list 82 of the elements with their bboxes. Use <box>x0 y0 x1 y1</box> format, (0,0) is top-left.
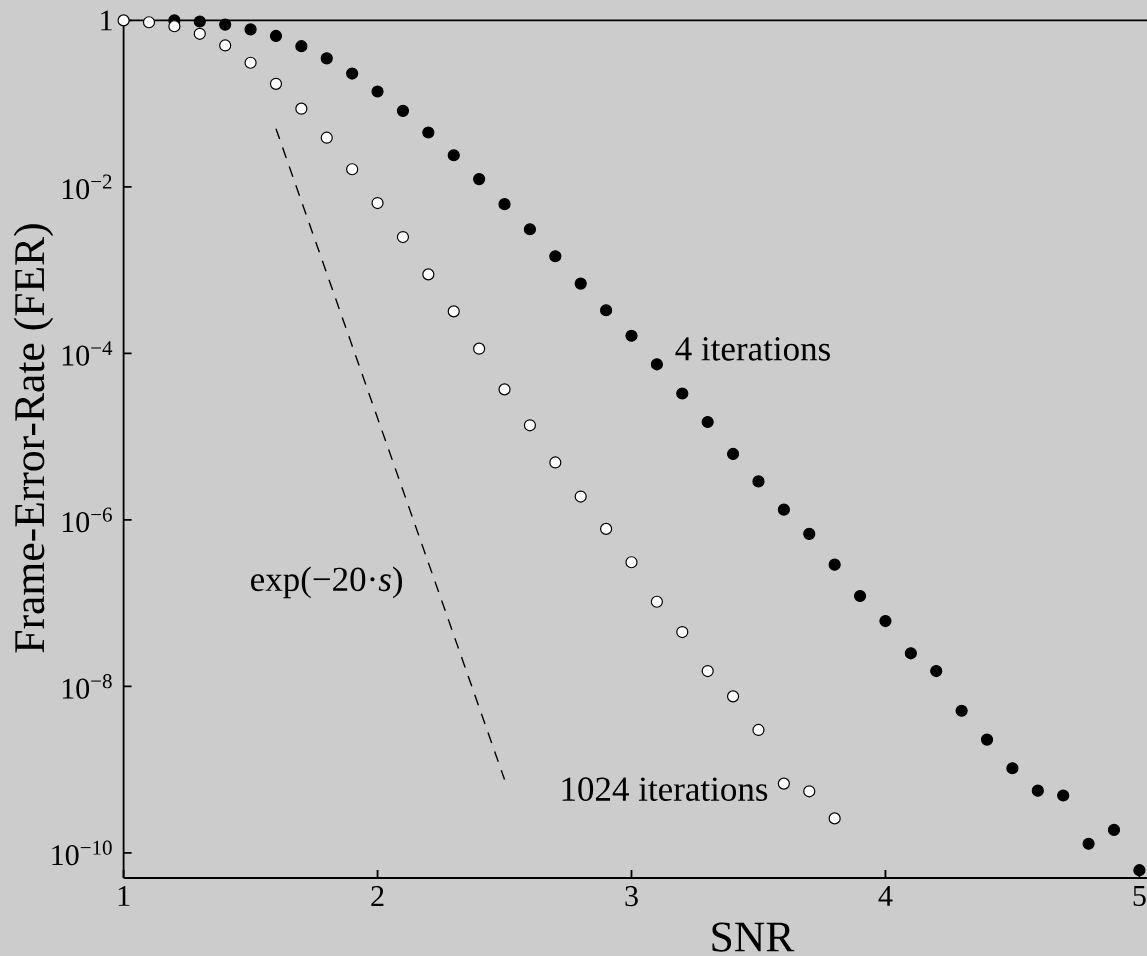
x-tick-label: 1 <box>118 886 130 906</box>
point <box>473 342 486 355</box>
point <box>1082 837 1095 850</box>
point <box>625 556 638 569</box>
y-axis-title: Frame-Error-Rate (FER) <box>13 224 54 653</box>
y-tick-label: 10$^{−8}$ <box>62 674 112 699</box>
point <box>117 14 130 27</box>
point <box>498 198 511 211</box>
point <box>473 173 486 186</box>
point <box>523 419 537 432</box>
point <box>168 20 181 33</box>
point <box>650 358 663 371</box>
point <box>346 67 359 80</box>
point <box>726 690 740 703</box>
point <box>853 589 867 603</box>
point <box>142 16 156 29</box>
point <box>701 415 714 429</box>
point <box>600 304 613 317</box>
point <box>777 777 790 790</box>
point <box>549 250 562 263</box>
point <box>244 23 257 36</box>
point <box>396 104 410 117</box>
x-axis-title: SNR <box>712 922 795 952</box>
point <box>549 456 562 469</box>
series-label: 4 iterations <box>675 337 830 361</box>
point <box>1006 762 1019 775</box>
point <box>295 40 308 53</box>
point <box>422 126 435 139</box>
point <box>269 29 283 43</box>
point <box>1031 784 1044 797</box>
point <box>600 522 613 536</box>
point <box>650 595 663 608</box>
point <box>701 664 714 678</box>
point <box>904 647 917 660</box>
point <box>219 39 232 52</box>
point <box>828 558 841 571</box>
point <box>676 625 689 639</box>
y-tick-label: 10$^{−6}$ <box>62 507 112 533</box>
point <box>752 723 765 737</box>
point <box>726 447 740 461</box>
y-tick-label: 1 <box>101 10 112 31</box>
point <box>777 503 790 516</box>
point <box>523 223 537 236</box>
point <box>422 268 435 281</box>
x-tick-label: 3 <box>625 886 638 907</box>
point <box>219 18 232 31</box>
point <box>396 230 410 244</box>
point <box>930 664 943 678</box>
point <box>371 196 384 210</box>
y-tick-label: 10$^{−10}$ <box>52 840 112 866</box>
point <box>498 383 511 396</box>
point <box>193 15 206 28</box>
point <box>955 704 968 717</box>
x-tick-label: 2 <box>371 886 384 906</box>
point <box>193 27 206 40</box>
point <box>320 131 333 144</box>
point <box>346 163 359 176</box>
point <box>269 77 283 90</box>
point <box>676 387 689 400</box>
y-tick-label: 10$^{−2}$ <box>62 174 112 200</box>
x-tick-label: 4 <box>878 886 893 906</box>
point <box>447 305 460 318</box>
point <box>980 733 994 746</box>
point <box>320 52 333 65</box>
x-tick-label: 5 <box>1133 886 1146 906</box>
series-label: exp(−20·s) <box>251 566 403 599</box>
point <box>625 329 638 342</box>
point <box>752 475 765 488</box>
point <box>1057 789 1070 802</box>
point <box>371 85 384 98</box>
point <box>803 527 816 540</box>
y-tick-label: 10$^{−4}$ <box>62 341 113 366</box>
series-label: 1024 iterations <box>562 777 768 801</box>
point <box>244 56 257 69</box>
point <box>828 812 841 825</box>
point <box>574 277 587 290</box>
point <box>447 149 460 162</box>
point <box>574 490 587 503</box>
point <box>879 614 892 628</box>
point <box>295 102 308 115</box>
point <box>803 785 816 798</box>
point <box>1107 823 1121 837</box>
